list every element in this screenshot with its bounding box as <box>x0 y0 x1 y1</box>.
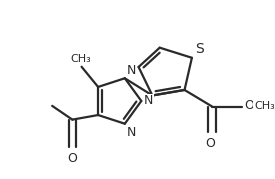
Text: CH₃: CH₃ <box>70 54 91 64</box>
Text: S: S <box>195 42 204 56</box>
Text: O: O <box>67 152 77 165</box>
Text: O: O <box>205 137 215 150</box>
Text: O: O <box>244 99 254 112</box>
Text: CH₃: CH₃ <box>254 101 275 111</box>
Text: N: N <box>127 125 136 139</box>
Text: N: N <box>127 64 136 77</box>
Text: N: N <box>144 95 153 108</box>
